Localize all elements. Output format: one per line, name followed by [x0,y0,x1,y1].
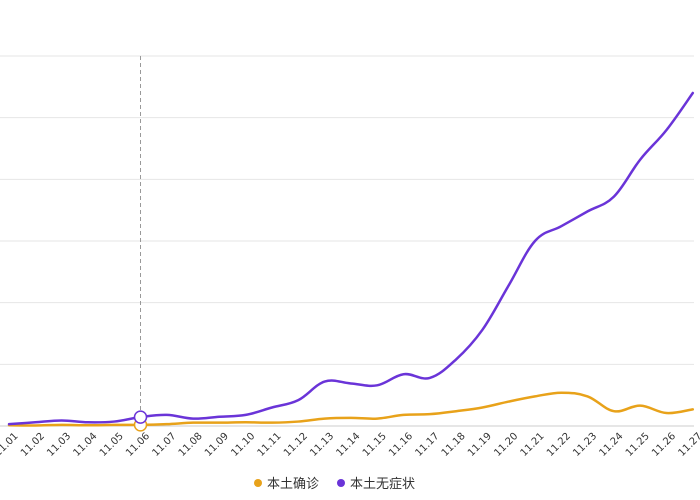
legend[interactable]: 本土确诊 本土无症状 [254,477,415,492]
x-tick-label: 11.01 [0,431,21,459]
legend-marker-icon [254,479,262,487]
series-lines [7,91,695,427]
hover-markers [133,410,148,432]
x-tick-label: 11.27 [676,431,700,459]
x-tick-label: 11.15 [361,431,389,459]
hover-point-series-2[interactable] [133,410,148,424]
legend-item-1[interactable]: 本土确诊 [254,477,319,492]
x-tick-label: 11.20 [492,431,520,459]
x-tick-label: 11.06 [124,431,152,459]
x-tick-label: 11.05 [98,431,126,459]
legend-item-2[interactable]: 本土无症状 [337,477,415,492]
x-tick-label: 11.22 [545,431,573,459]
x-tick-label: 11.03 [45,431,73,459]
x-tick-label: 11.25 [624,431,652,459]
legend-label: 本土无症状 [350,477,415,492]
x-tick-label: 11.09 [203,431,231,459]
x-tick-label: 11.02 [19,431,47,459]
x-tick-label: 11.11 [256,431,284,459]
x-tick-label: 11.19 [466,431,494,459]
legend-marker-icon [337,479,345,487]
x-tick-label: 11.26 [650,431,678,459]
series-line-1[interactable] [7,391,695,427]
x-tick-label: 11.08 [177,431,205,459]
x-tick-label: 11.21 [519,431,547,459]
grid-lines [0,55,694,427]
x-tick-label: 11.17 [413,431,441,459]
series-line-2[interactable] [7,91,695,426]
x-tick-label: 11.13 [308,431,336,459]
x-tick-label: 11.16 [387,431,415,459]
x-tick-label: 11.23 [571,431,599,459]
x-tick-label: 11.18 [440,431,468,459]
x-tick-label: 11.04 [72,431,100,459]
x-tick-label: 11.12 [282,431,310,459]
legend-label: 本土确诊 [267,477,319,492]
x-tick-label: 11.14 [335,431,363,459]
x-tick-label: 11.24 [598,431,626,459]
x-axis-tick-labels: 11.0111.0211.0311.0411.0511.0611.0711.08… [0,431,700,459]
x-tick-label: 11.10 [229,431,257,459]
x-tick-label: 11.07 [150,431,178,459]
